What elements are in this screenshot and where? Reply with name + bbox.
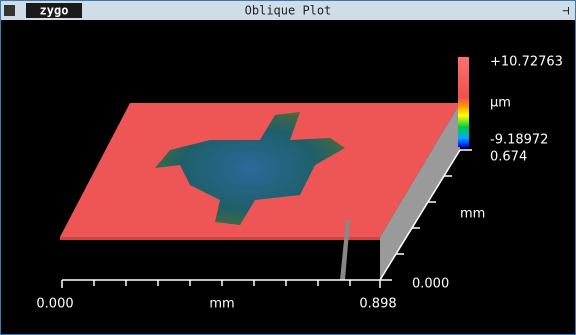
oblique-plot-window: zygo Oblique Plot ⊣ +10.72763 µm -9.1897… (0, 0, 576, 335)
y-axis-max: 0.674 (490, 150, 527, 165)
pin-icon[interactable]: ⊣ (562, 4, 569, 18)
window-title: Oblique Plot (245, 4, 332, 18)
colorbar-min: -9.18972 (490, 133, 548, 148)
surface-front-edge (60, 237, 380, 240)
logo: zygo (40, 4, 69, 18)
colorbar-unit: µm (490, 96, 511, 111)
y-axis-unit: mm (460, 207, 485, 222)
x-axis-unit: mm (209, 297, 234, 312)
x-axis-min: 0.000 (36, 297, 73, 312)
x-axis-max: 0.898 (359, 297, 396, 312)
close-button[interactable] (4, 5, 15, 16)
colorbar-max: +10.72763 (490, 55, 563, 70)
y-axis-min: 0.000 (412, 277, 449, 292)
color-bar (458, 57, 469, 147)
